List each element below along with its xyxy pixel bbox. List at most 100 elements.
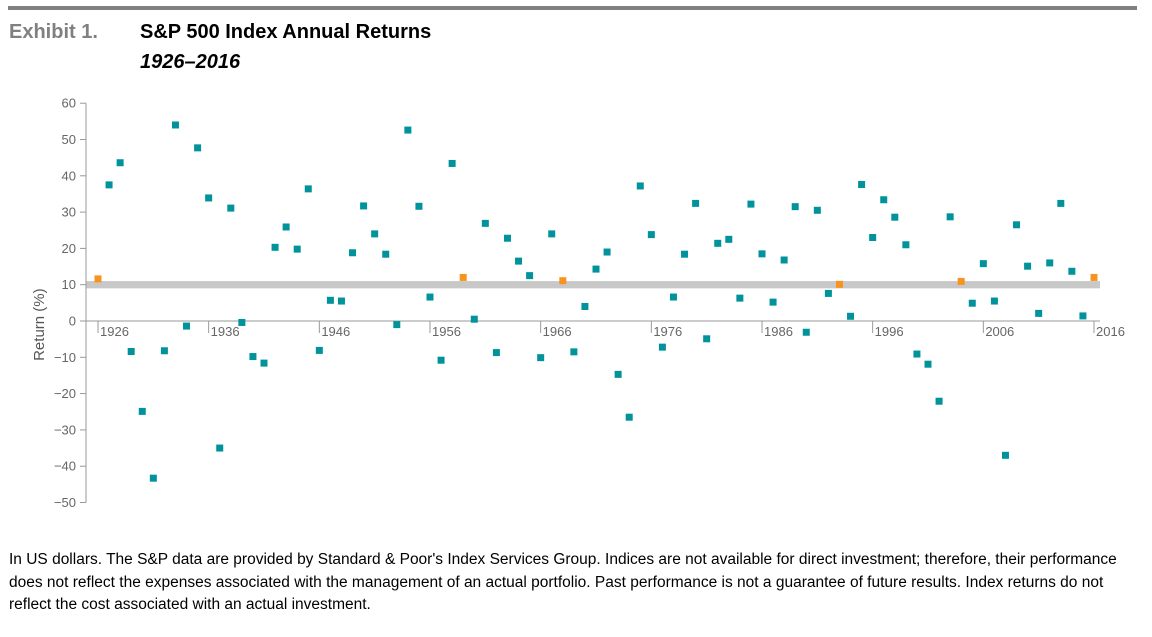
highlight-point: [1090, 273, 1098, 281]
data-point: [183, 322, 191, 330]
data-point: [669, 293, 677, 301]
data-point: [138, 407, 146, 415]
data-point: [481, 219, 489, 227]
y-tick-label: 50: [62, 132, 76, 147]
y-tick-label: −10: [54, 350, 76, 365]
data-point: [470, 315, 478, 323]
data-point: [127, 347, 135, 355]
data-point: [492, 349, 500, 357]
data-point: [1001, 451, 1009, 459]
data-point: [990, 297, 998, 305]
data-point: [736, 294, 744, 302]
data-point: [913, 350, 921, 358]
data-point: [1035, 309, 1043, 317]
data-point: [360, 202, 368, 210]
y-tick-label: 40: [62, 168, 76, 183]
data-point: [149, 474, 157, 482]
data-point: [570, 348, 578, 356]
data-point: [537, 354, 545, 362]
data-point: [681, 250, 689, 258]
data-point: [194, 144, 202, 152]
highlight-point: [559, 277, 567, 285]
y-tick-label: 60: [62, 96, 76, 111]
data-point: [382, 250, 390, 258]
data-point: [160, 347, 168, 355]
x-tick-label: 2016: [1096, 324, 1125, 339]
highlight-point: [835, 280, 843, 288]
data-point: [227, 204, 235, 212]
data-point: [404, 126, 412, 134]
exhibit-label: Exhibit 1.: [9, 21, 98, 43]
data-point: [891, 213, 899, 221]
data-point: [703, 335, 711, 343]
x-tick-label: 1936: [211, 324, 240, 339]
data-point: [271, 243, 279, 251]
data-point: [1046, 259, 1054, 267]
data-points: [94, 121, 1098, 482]
data-point: [260, 359, 268, 367]
y-tick-label: 10: [62, 277, 76, 292]
data-point: [548, 230, 556, 238]
data-point: [847, 312, 855, 320]
data-point: [592, 265, 600, 273]
x-tick-label: 1996: [875, 324, 904, 339]
data-point: [171, 121, 179, 129]
data-point: [116, 159, 124, 167]
chart-title: S&P 500 Index Annual Returns: [140, 21, 432, 43]
data-point: [326, 296, 334, 304]
y-axis-label: Return (%): [31, 288, 48, 361]
y-tick-label: 0: [69, 314, 76, 329]
data-point: [658, 343, 666, 351]
x-tick-label: 1986: [764, 324, 793, 339]
data-point: [1013, 221, 1021, 229]
data-point: [692, 199, 700, 207]
highlight-point: [957, 277, 965, 285]
data-point: [824, 289, 832, 297]
data-point: [625, 413, 633, 421]
data-point: [813, 206, 821, 214]
data-point: [979, 260, 987, 268]
y-tick-label: 30: [62, 205, 76, 220]
x-tick-label: 2006: [985, 324, 1014, 339]
data-point: [725, 235, 733, 243]
highlight-point: [459, 273, 467, 281]
data-point: [238, 318, 246, 326]
data-point: [880, 196, 888, 204]
footnote: In US dollars. The S&P data are provided…: [9, 551, 1117, 613]
data-point: [293, 245, 301, 253]
data-point: [205, 194, 213, 202]
data-point: [802, 328, 810, 336]
data-point: [968, 299, 976, 307]
data-point: [349, 249, 357, 257]
data-point: [780, 256, 788, 264]
data-point: [714, 239, 722, 247]
data-point: [614, 370, 622, 378]
data-point: [526, 272, 534, 280]
data-point: [769, 298, 777, 306]
data-point: [946, 213, 954, 221]
data-point: [105, 181, 113, 189]
data-point: [858, 181, 866, 189]
data-point: [437, 356, 445, 364]
data-point: [1068, 267, 1076, 275]
y-tick-label: −20: [54, 386, 76, 401]
x-tick-label: 1956: [432, 324, 461, 339]
y-tick-label: −50: [54, 495, 76, 510]
data-point: [1057, 199, 1065, 207]
x-tick-label: 1966: [543, 324, 572, 339]
data-point: [315, 346, 323, 354]
y-tick-label: −40: [54, 459, 76, 474]
data-point: [448, 159, 456, 167]
data-point: [581, 302, 589, 310]
data-point: [304, 185, 312, 193]
data-point: [935, 397, 943, 405]
data-point: [216, 444, 224, 452]
data-point: [415, 202, 423, 210]
data-point: [1024, 262, 1032, 270]
data-point: [515, 257, 523, 265]
x-axis-ticks: 1926 1936 1946 1956 1966 1976 1986 1996 2006 2016: [97, 321, 1125, 339]
data-point: [924, 360, 932, 368]
highlight-point: [94, 275, 102, 283]
data-point: [758, 250, 766, 258]
data-point: [393, 321, 401, 329]
